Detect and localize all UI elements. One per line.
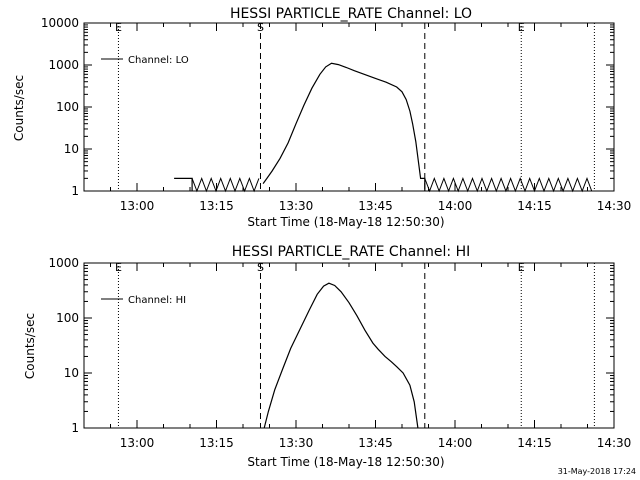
hi-plot-frame: [83, 262, 615, 429]
lo-rate-line: [174, 177, 193, 191]
hi-event-marker-label: E: [518, 261, 525, 274]
hi-y-tick-label: 1000: [48, 256, 79, 270]
hi-y-tick-label: 10: [64, 366, 79, 380]
lo-event-marker-label: E: [115, 21, 122, 34]
hi-x-tick-label: 14:00: [438, 436, 473, 450]
lo-y-tick-label: 10000: [41, 16, 79, 30]
hi-x-tick-label: 14:15: [517, 436, 552, 450]
lo-y-tick-label: 100: [56, 100, 79, 114]
hi-x-tick-label: 13:30: [279, 436, 314, 450]
lo-x-axis-label: Start Time (18-May-18 12:50:30): [247, 215, 444, 229]
lo-channel-panel: HESSI PARTICLE_RATE Channel: LO Start Ti…: [12, 6, 631, 229]
lo-noise-line: [191, 176, 260, 193]
lo-plot-frame: [83, 22, 615, 192]
hi-event-marker-label: S: [257, 261, 264, 274]
lo-rate-line: [262, 62, 426, 191]
lo-y-tick-label: 10: [64, 142, 79, 156]
lo-event-marker-label: S: [257, 21, 264, 34]
lo-chart-title: HESSI PARTICLE_RATE Channel: LO: [230, 6, 472, 22]
hi-legend-label: Channel: HI: [128, 295, 186, 306]
hi-y-tick-label: 100: [56, 311, 79, 325]
lo-x-tick-label: 14:00: [438, 199, 473, 213]
hi-y-tick-label: 1: [71, 421, 79, 435]
lo-x-tick-label: 14:30: [597, 199, 632, 213]
hi-event-marker-label: E: [115, 261, 122, 274]
hi-chart-title: HESSI PARTICLE_RATE Channel: HI: [232, 244, 470, 260]
hi-rate-line: [263, 282, 419, 429]
hi-y-axis-label: Counts/sec: [23, 313, 37, 379]
hi-x-tick-label: 13:00: [120, 436, 155, 450]
lo-y-tick-label: 1000: [48, 58, 79, 72]
lo-noise-line: [424, 176, 593, 193]
lo-x-tick-label: 13:15: [199, 199, 234, 213]
plot-timestamp: 31-May-2018 17:24: [558, 467, 636, 476]
lo-y-axis-label: Counts/sec: [12, 75, 26, 141]
hi-x-axis-label: Start Time (18-May-18 12:50:30): [247, 455, 444, 469]
lo-x-tick-label: 14:15: [517, 199, 552, 213]
lo-x-tick-label: 13:45: [358, 199, 393, 213]
hi-x-tick-label: 14:30: [597, 436, 632, 450]
hi-channel-panel: HESSI PARTICLE_RATE Channel: HI Start Ti…: [23, 244, 631, 469]
lo-x-tick-label: 13:00: [120, 199, 155, 213]
lo-x-tick-label: 13:30: [279, 199, 314, 213]
hi-x-tick-label: 13:15: [199, 436, 234, 450]
lo-legend-label: Channel: LO: [128, 55, 189, 66]
lo-y-tick-label: 1: [71, 184, 79, 198]
hi-x-tick-label: 13:45: [358, 436, 393, 450]
lo-event-marker-label: E: [518, 21, 525, 34]
